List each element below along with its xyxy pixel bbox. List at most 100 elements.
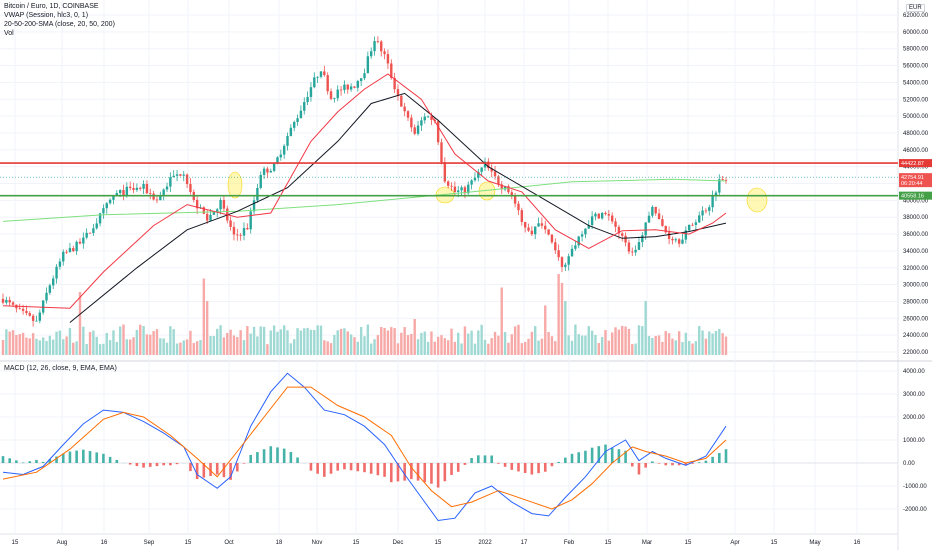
candle-body — [293, 121, 296, 128]
vwap-label[interactable]: VWAP (Session, hlc3, 0, 1) — [4, 12, 89, 19]
macd-axis[interactable]: 4000.00 3000.00 2000.00 1000.00 0.00 -1000.00… — [903, 369, 927, 513]
volume-bar — [651, 337, 654, 355]
time-axis[interactable]: 15 Aug 16 Sep 15 Oct 18 Nov 15 Dec 15 2022 17 Feb 15 Ma… — [12, 540, 861, 546]
candle-body — [436, 121, 440, 143]
volume-bar — [436, 336, 440, 355]
candle-body — [182, 174, 185, 176]
candle-body — [463, 187, 467, 194]
signal-line — [2, 386, 727, 510]
candle-body — [242, 228, 246, 236]
symbol-title[interactable]: Bitcoin / Euro, 1D, COINBASE — [4, 3, 99, 10]
horizontal-levels[interactable] — [0, 162, 898, 197]
candle-body — [165, 186, 169, 190]
macd-histogram-bar — [276, 447, 279, 463]
candle-body — [222, 200, 226, 209]
macd-histogram-bar — [510, 463, 514, 470]
volume-bar — [279, 329, 283, 355]
candle-body — [627, 242, 631, 252]
time-tick-label: Oct — [224, 540, 234, 546]
candle-body — [82, 237, 85, 244]
candle-body — [684, 230, 688, 240]
time-tick-label: 16 — [101, 540, 108, 546]
macd-histogram-bar — [242, 463, 246, 464]
candle-body — [694, 222, 698, 225]
price-tick-label: 52000.00 — [903, 97, 929, 103]
time-tick-label: 15 — [685, 540, 692, 546]
volume-bar — [172, 329, 175, 355]
candle-body — [473, 177, 477, 181]
volume-bar — [95, 336, 98, 355]
volume-bar — [597, 343, 601, 355]
candle-body — [296, 118, 299, 122]
macd-histogram-bar — [456, 463, 460, 472]
volume-bar — [440, 335, 443, 355]
candle-body — [554, 242, 557, 251]
candle-body — [52, 278, 55, 286]
candle-body — [38, 312, 42, 321]
candle-body — [550, 234, 554, 243]
highlight-ellipse — [746, 187, 768, 213]
price-tick-label: 38000.00 — [903, 215, 929, 221]
volume-bar — [704, 338, 708, 355]
candle-body — [701, 210, 704, 216]
candle-body — [376, 41, 380, 42]
vol-label[interactable]: Vol — [4, 30, 14, 37]
macd-histogram-bar — [430, 463, 433, 484]
candle-body — [600, 212, 604, 219]
candle-body — [537, 223, 540, 227]
macd-histogram-bar — [256, 452, 259, 463]
macd-label[interactable]: MACD (12, 26, close, 9, EMA, EMA) — [4, 365, 117, 372]
volume-bar — [68, 327, 72, 355]
candle-body — [708, 207, 711, 211]
volume-bar — [132, 337, 135, 355]
candle-body — [390, 63, 393, 78]
volume-bar — [380, 326, 383, 355]
macd-histogram-bar — [75, 450, 78, 463]
price-tick-label: 34000.00 — [903, 249, 929, 255]
last-price-badge: 42754.91 — [901, 175, 924, 181]
sma20-line — [2, 73, 727, 309]
macd-histogram-bar — [523, 463, 527, 473]
volume-bar — [102, 343, 105, 355]
candle-body — [564, 264, 567, 267]
macd-histogram-bar — [691, 463, 694, 464]
volume-bar — [85, 343, 88, 355]
volume-bar — [691, 343, 694, 355]
macd-histogram-bar — [28, 461, 32, 463]
macd-histogram-bar — [189, 463, 192, 472]
macd-histogram-bar — [604, 444, 607, 463]
macd-histogram-bar — [651, 461, 654, 463]
candle-body — [189, 184, 192, 192]
candle-body — [641, 235, 644, 243]
time-tick-label: 15 — [435, 540, 442, 546]
price-tick-label: 58000.00 — [903, 47, 929, 53]
macd-histogram-bar — [470, 458, 473, 463]
currency-label[interactable]: EUR — [906, 4, 925, 12]
candle-body — [483, 161, 487, 168]
macd-tick-label: -1000.00 — [903, 484, 927, 490]
volume-bar — [108, 340, 112, 355]
candle-body — [574, 245, 577, 249]
candle-body — [517, 203, 520, 211]
volume-bar — [433, 341, 436, 355]
volume-bar — [78, 292, 82, 355]
macd-histogram-bar — [302, 463, 306, 464]
candle-body — [155, 199, 159, 201]
price-tick-label: 26000.00 — [903, 316, 929, 322]
volume-bar — [209, 336, 212, 355]
macd-histogram-bar — [316, 463, 319, 474]
candle-body — [175, 174, 179, 176]
volume-bar — [513, 326, 517, 355]
candle-body — [356, 81, 360, 88]
volume-bar — [386, 330, 390, 355]
candle-body — [453, 186, 457, 192]
macd-histogram-bar — [630, 463, 634, 467]
macd-tick-label: 0.00 — [903, 461, 915, 467]
volume-bar — [443, 338, 447, 355]
volume-bar — [470, 330, 473, 355]
candle-body — [122, 190, 125, 196]
candle-body — [98, 213, 102, 224]
volume-bar — [567, 335, 570, 355]
sma-label[interactable]: 20-50-200-SMA (close, 20, 50, 200) — [4, 21, 115, 28]
